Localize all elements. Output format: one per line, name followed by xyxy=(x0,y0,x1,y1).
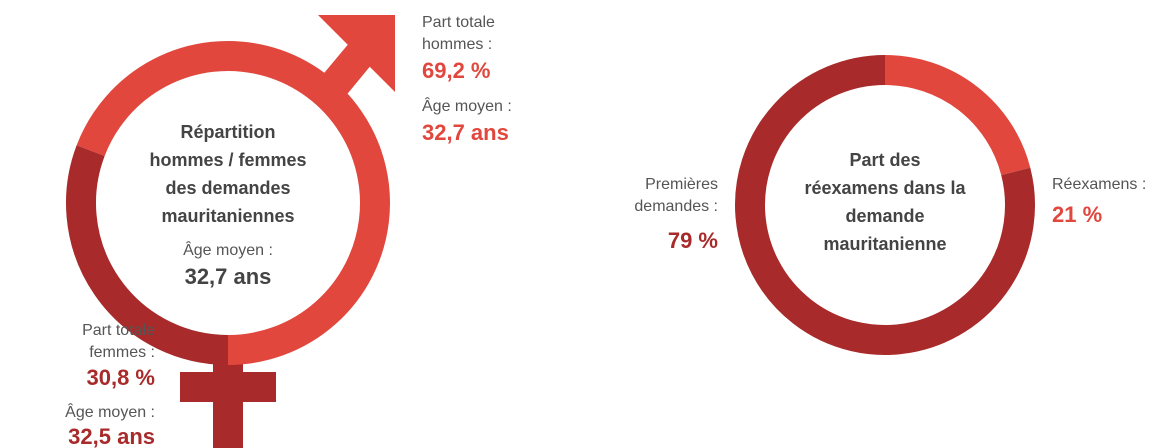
women-age-caption: Âge moyen : xyxy=(65,404,155,421)
overall-age-caption: Âge moyen : xyxy=(183,242,273,259)
women-label: Part totale femmes : xyxy=(82,322,155,361)
men-age-caption: Âge moyen : xyxy=(422,98,512,115)
ring-segment xyxy=(735,55,1035,355)
female-cross-horizontal xyxy=(180,372,276,402)
ring-title: Répartition hommes / femmes des demandes… xyxy=(149,122,307,226)
ring-segment xyxy=(76,41,390,365)
reexam-label: Réexamens : xyxy=(1052,176,1147,193)
men-value: 69,2 % xyxy=(422,58,491,83)
reexam-value: 21 % xyxy=(1052,202,1103,227)
ring-segment xyxy=(66,145,229,365)
women-value: 30,8 % xyxy=(86,365,156,390)
women-age: 32,5 ans xyxy=(68,424,155,448)
first-value: 79 % xyxy=(667,228,718,253)
men-age: 32,7 ans xyxy=(422,120,509,145)
donut-title: Part des réexamens dans la demande mauri… xyxy=(804,150,966,254)
first-label: Premières demandes : xyxy=(634,176,718,215)
ring-segment xyxy=(884,55,1031,176)
men-label: Part totale hommes : xyxy=(422,14,495,53)
overall-age: 32,7 ans xyxy=(184,264,272,289)
